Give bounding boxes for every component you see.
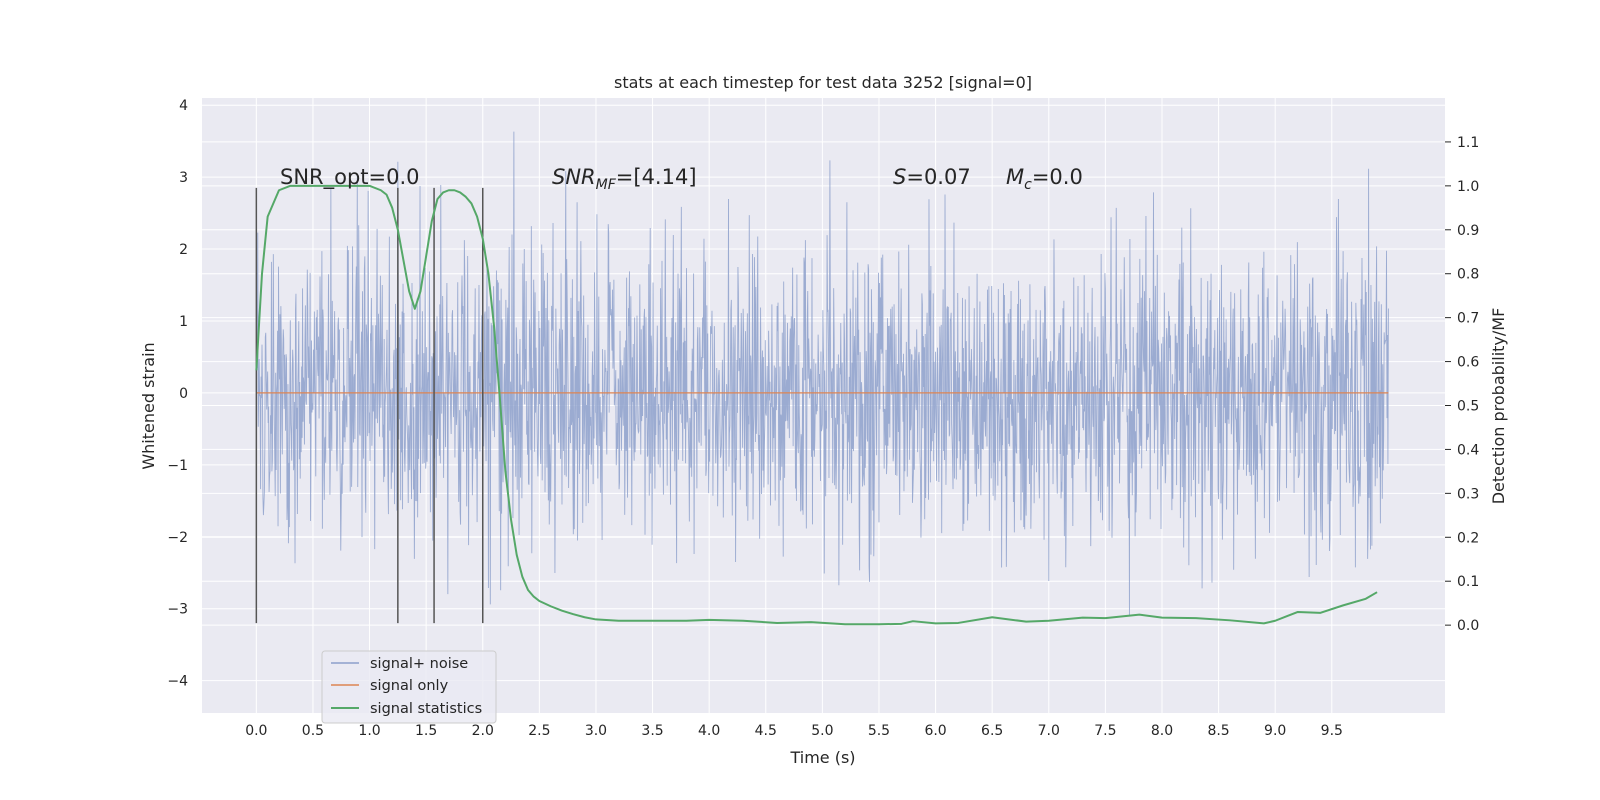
y-tick-label: 3 bbox=[179, 170, 188, 186]
x-tick-label: 9.5 bbox=[1321, 723, 1343, 739]
signal-statistics-line bbox=[255, 184, 1378, 626]
x-tick-label: 8.0 bbox=[1151, 723, 1173, 739]
y-right-tick-label: 0.6 bbox=[1457, 355, 1479, 371]
x-tick-label: 5.0 bbox=[811, 723, 833, 739]
x-tick-label: 3.0 bbox=[585, 723, 607, 739]
x-tick-label: 6.5 bbox=[981, 723, 1003, 739]
y-tick-label: −2 bbox=[167, 530, 188, 546]
s-annotation: S=0.07 bbox=[893, 165, 971, 189]
y-right-tick-label: 0.1 bbox=[1457, 574, 1479, 590]
x-tick-label: 0.0 bbox=[245, 723, 267, 739]
signal-noise-series bbox=[255, 131, 1389, 617]
legend-label-signal-only: signal only bbox=[370, 678, 449, 694]
snr-opt-annotation: SNR_opt=0.0 bbox=[280, 165, 420, 190]
x-tick-label: 6.0 bbox=[924, 723, 946, 739]
x-tick-label: 2.5 bbox=[528, 723, 550, 739]
y-tick-label: −3 bbox=[167, 602, 188, 618]
legend: signal+ noise signal only signal statist… bbox=[321, 650, 497, 724]
y-axis-ticks: −4 −3 −2 −1 0 1 2 3 4 bbox=[167, 98, 188, 689]
snr-mf-subscript: MF bbox=[596, 177, 617, 193]
s-symbol: S bbox=[893, 165, 906, 189]
y-right-tick-label: 1.1 bbox=[1457, 135, 1479, 151]
y-right-tick-label: 0.0 bbox=[1457, 618, 1479, 634]
y-right-tick-label: 0.4 bbox=[1457, 442, 1479, 458]
y-right-tick-label: 0.2 bbox=[1457, 530, 1479, 546]
y-right-axis-label: Detection probability/MF bbox=[1489, 308, 1508, 505]
mc-subscript: c bbox=[1024, 177, 1032, 193]
y-right-tick-label: 1.0 bbox=[1457, 179, 1479, 195]
mc-annotation: Mc=0.0 bbox=[1006, 165, 1083, 193]
y-tick-label: −4 bbox=[167, 674, 188, 690]
x-axis-label: Time (s) bbox=[789, 748, 855, 767]
x-axis-ticks: 0.0 0.5 1.0 1.5 2.0 2.5 3.0 3.5 4.0 4.5 5.0 5.5 6.0 6… bbox=[245, 723, 1343, 739]
x-tick-label: 9.0 bbox=[1264, 723, 1286, 739]
y-right-tick-label: 0.9 bbox=[1457, 223, 1479, 239]
x-tick-label: 5.5 bbox=[868, 723, 890, 739]
y-tick-label: −1 bbox=[167, 458, 188, 474]
x-tick-label: 3.5 bbox=[641, 723, 663, 739]
s-value: =0.07 bbox=[906, 165, 970, 189]
x-tick-label: 2.0 bbox=[472, 723, 494, 739]
y-tick-label: 4 bbox=[179, 98, 188, 114]
y-right-tick-label: 0.8 bbox=[1457, 267, 1479, 283]
x-tick-label: 0.5 bbox=[302, 723, 324, 739]
y-tick-label: 0 bbox=[179, 386, 188, 402]
legend-label-signal-noise: signal+ noise bbox=[370, 656, 468, 672]
vertical-markers bbox=[255, 187, 484, 624]
signal-noise-line bbox=[255, 131, 1389, 617]
x-tick-label: 4.5 bbox=[755, 723, 777, 739]
y-right-tick-label: 0.3 bbox=[1457, 486, 1479, 502]
legend-box bbox=[321, 650, 497, 724]
x-tick-label: 4.0 bbox=[698, 723, 720, 739]
x-tick-label: 1.5 bbox=[415, 723, 437, 739]
y-axis-label: Whitened strain bbox=[139, 342, 158, 469]
legend-label-signal-statistics: signal statistics bbox=[370, 701, 482, 717]
x-tick-label: 8.5 bbox=[1207, 723, 1229, 739]
y-right-tick-label: 0.7 bbox=[1457, 311, 1479, 327]
x-tick-label: 1.0 bbox=[358, 723, 380, 739]
x-tick-label: 7.5 bbox=[1094, 723, 1116, 739]
y-right-tick-label: 0.5 bbox=[1457, 399, 1479, 415]
chart-title: stats at each timestep for test data 325… bbox=[614, 73, 1032, 92]
snr-mf-annotation: SNRMF=[4.14] bbox=[552, 165, 697, 193]
snr-mf-symbol: SNR bbox=[552, 165, 596, 189]
mc-symbol: M bbox=[1006, 165, 1024, 189]
x-tick-label: 7.0 bbox=[1038, 723, 1060, 739]
snr-mf-value: =[4.14] bbox=[616, 165, 697, 189]
y-tick-label: 1 bbox=[179, 314, 188, 330]
signal-statistics-series bbox=[255, 184, 1378, 626]
y-tick-label: 2 bbox=[179, 242, 188, 258]
mc-value: =0.0 bbox=[1032, 165, 1083, 189]
y-right-axis-ticks: 0.0 0.1 0.2 0.3 0.4 0.5 0.6 0.7 0.8 0.9 1.0 1.1 bbox=[1445, 135, 1479, 634]
